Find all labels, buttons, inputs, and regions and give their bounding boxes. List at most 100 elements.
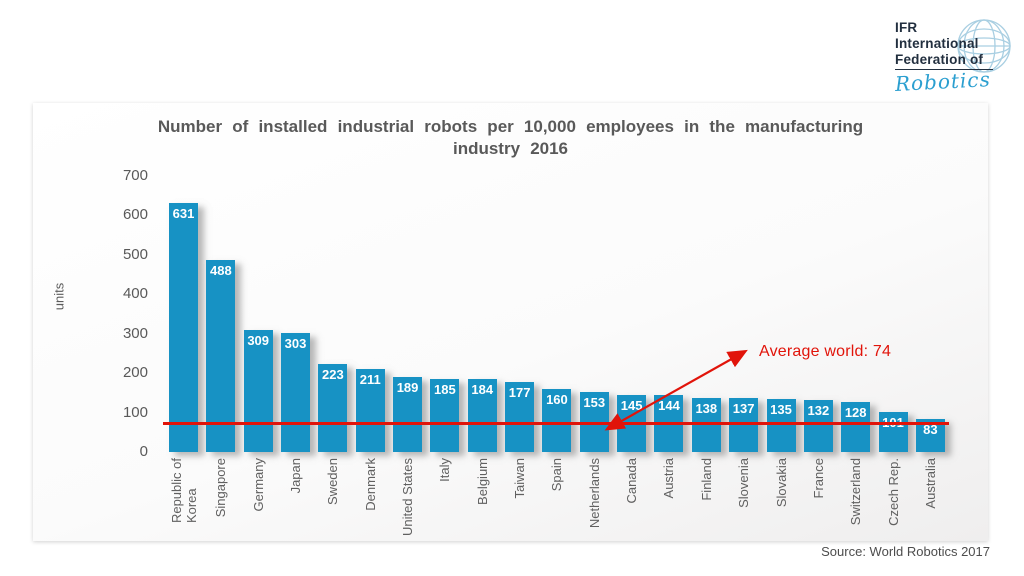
y-tick-label: 500 xyxy=(122,245,148,263)
axis-category-label: Netherlands xyxy=(586,458,602,529)
y-tick-label: 600 xyxy=(122,206,148,224)
axis-category-label: Singapore xyxy=(213,458,229,518)
x-axis: Republic of Korea Singapore Germany Japan Sw… xyxy=(169,458,945,540)
bar: 184 xyxy=(467,379,497,452)
axis-category-label: Japan xyxy=(288,458,304,494)
axis-category-label: Belgium xyxy=(474,458,490,505)
axis-category-label: Denmark xyxy=(362,458,378,511)
average-annotation-label: Average world: 74 xyxy=(759,343,892,360)
y-tick-label: 200 xyxy=(122,364,148,382)
bar-value-label: 153 xyxy=(583,395,606,410)
x-category-cell: Switzerland xyxy=(841,458,870,540)
bar-value-label: 303 xyxy=(284,336,307,351)
bar-value-label: 185 xyxy=(434,382,456,397)
y-axis-title: units xyxy=(51,282,67,311)
ifr-logo: IFR International Federation of Robotics xyxy=(894,19,1023,108)
axis-category-label: Finland xyxy=(698,458,714,501)
bar-value-label: 83 xyxy=(923,422,938,437)
axis-category-label: Republic of Korea xyxy=(168,458,199,524)
x-category-cell: Austria xyxy=(654,458,683,540)
bar-value-label: 184 xyxy=(471,382,494,397)
bar: 303 xyxy=(281,333,311,452)
bar-value-label: 309 xyxy=(247,333,270,348)
x-category-cell: Spain xyxy=(542,458,571,540)
bar-value-label: 160 xyxy=(546,392,568,407)
x-category-cell: Slovenia xyxy=(729,458,758,540)
bar: 309 xyxy=(243,330,273,452)
bar-value-label: 128 xyxy=(844,405,867,420)
x-category-cell: Czech Rep. xyxy=(879,458,908,540)
y-tick-label: 0 xyxy=(139,443,148,460)
x-category-cell: United States xyxy=(393,458,422,540)
x-category-cell: Taiwan xyxy=(505,458,534,540)
bar: 189 xyxy=(393,377,423,452)
source-note: Source: World Robotics 2017 xyxy=(821,544,990,559)
bar-value-label: 223 xyxy=(322,367,344,382)
x-category-cell: Singapore xyxy=(206,458,235,540)
bar-value-label: 177 xyxy=(508,385,531,400)
bar: 128 xyxy=(841,402,871,452)
y-tick-label: 400 xyxy=(122,285,148,303)
x-category-cell: Germany xyxy=(244,458,273,540)
average-line xyxy=(163,421,949,425)
y-tick-label: 700 xyxy=(122,167,148,184)
bar-value-label: 488 xyxy=(209,263,232,278)
x-category-cell: Japan xyxy=(281,458,310,540)
bar-value-label: 138 xyxy=(695,401,718,416)
x-category-cell: France xyxy=(804,458,833,540)
chart-panel: Number of installed industrial robots pe… xyxy=(33,103,988,541)
bar: 137 xyxy=(729,398,759,452)
bar: 223 xyxy=(318,364,348,452)
x-category-cell: Canada xyxy=(617,458,646,540)
bar: 185 xyxy=(430,379,460,452)
axis-category-label: Switzerland xyxy=(848,458,864,526)
x-category-cell: Sweden xyxy=(318,458,347,540)
axis-category-label: Spain xyxy=(549,458,565,492)
axis-category-label: Czech Rep. xyxy=(885,458,901,526)
axis-category-label: France xyxy=(810,458,826,499)
bar-value-label: 132 xyxy=(807,403,830,418)
axis-category-label: Sweden xyxy=(325,458,341,505)
axis-category-label: Germany xyxy=(250,458,266,512)
bars-container: 631 488 309 303 223 211 189 185 184 177 160 153 145 1… xyxy=(169,176,945,452)
bar-value-label: 189 xyxy=(396,380,419,395)
bar: 101 xyxy=(878,412,908,452)
axis-category-label: Australia xyxy=(922,458,938,509)
x-category-cell: Australia xyxy=(916,458,945,540)
axis-category-label: United States xyxy=(400,458,416,537)
axis-category-label: Taiwan xyxy=(512,458,528,499)
axis-category-label: Slovakia xyxy=(773,458,789,508)
x-category-cell: Finland xyxy=(692,458,721,540)
x-category-cell: Denmark xyxy=(356,458,385,540)
x-category-cell: Belgium xyxy=(468,458,497,540)
x-category-cell: Slovakia xyxy=(767,458,796,540)
bar-value-label: 631 xyxy=(172,206,195,221)
bar-value-label: 137 xyxy=(732,401,755,416)
bar: 177 xyxy=(505,382,535,452)
chart-title: Number of installed industrial robots pe… xyxy=(157,117,864,158)
y-axis: 0 100 200 300 400 500 600 700 xyxy=(93,103,148,541)
x-category-cell: Netherlands xyxy=(580,458,609,540)
axis-category-label: Italy xyxy=(437,458,453,482)
logo-text-international: International xyxy=(895,35,979,51)
bar-value-label: 145 xyxy=(620,398,643,413)
x-category-cell: Italy xyxy=(430,458,459,540)
y-tick-label: 100 xyxy=(122,403,148,421)
bar: 135 xyxy=(766,399,796,452)
bar-value-label: 211 xyxy=(359,372,381,387)
logo-text-ifr: IFR xyxy=(895,20,918,35)
axis-category-label: Slovenia xyxy=(736,458,752,508)
bar: 138 xyxy=(691,398,721,452)
bar-value-label: 144 xyxy=(658,398,680,413)
x-category-cell: Republic of Korea xyxy=(168,458,199,540)
bar: 211 xyxy=(355,369,385,452)
bar: 488 xyxy=(206,260,236,452)
bar: 132 xyxy=(803,400,833,452)
logo-text-federation: Federation of xyxy=(895,52,994,70)
y-tick-label: 300 xyxy=(122,324,148,342)
bar: 631 xyxy=(169,203,198,452)
bar-value-label: 135 xyxy=(770,402,792,417)
axis-category-label: Austria xyxy=(661,458,677,499)
plot-area: 631 488 309 303 223 211 189 185 184 177 160 153 145 1… xyxy=(163,176,949,452)
